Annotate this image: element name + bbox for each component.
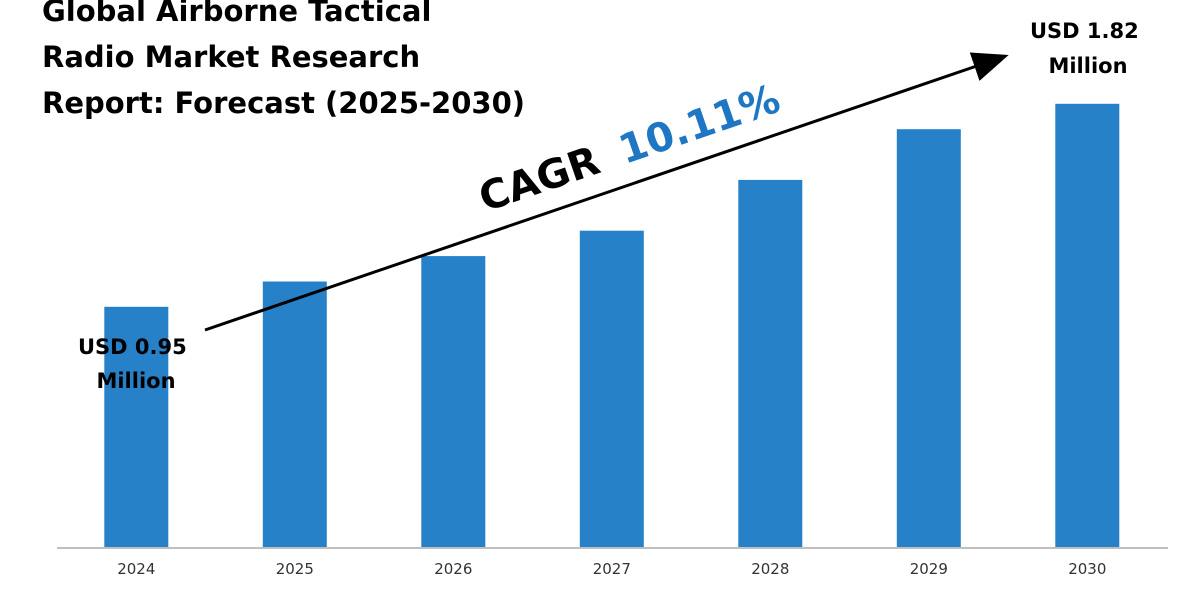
bar-2025	[262, 281, 327, 548]
bar-2029	[896, 129, 961, 548]
start-value-line-1: USD 0.95	[78, 335, 187, 359]
end-value-annotation: USD 1.82 Million	[1030, 19, 1146, 78]
bars-group	[104, 103, 1120, 549]
start-value-annotation: USD 0.95 Million	[78, 335, 194, 393]
cagr-arrow	[204, 52, 1009, 332]
x-axis-ticks: 2024 2025 2026 2027 2028 2029 2030	[117, 560, 1106, 578]
bar-2028	[738, 179, 803, 548]
x-tick-label-2026: 2026	[434, 560, 472, 578]
chart-title: Global Airborne Tactical Radio Market Re…	[42, 0, 525, 126]
x-tick-label-2027: 2027	[593, 560, 631, 578]
chart-title-line-1: Global Airborne Tactical	[42, 0, 432, 28]
chart-title-line-2: Radio Market Research	[42, 40, 421, 74]
bar-2026	[421, 256, 486, 548]
bar-2024	[104, 306, 169, 548]
start-value-line-2: Million	[96, 369, 175, 393]
cagr-value: 10.11%	[613, 76, 786, 173]
x-tick-label-2028: 2028	[751, 560, 789, 578]
x-tick-label-2025: 2025	[276, 560, 314, 578]
end-value-line-2: Million	[1048, 54, 1127, 78]
x-tick-label-2029: 2029	[910, 560, 948, 578]
end-value-line-1: USD 1.82	[1030, 19, 1139, 43]
cagr-label: CAGR	[473, 138, 605, 222]
bar-2027	[579, 230, 644, 548]
chart-title-line-3: Report: Forecast (2025-2030)	[42, 86, 526, 120]
x-tick-label-2024: 2024	[117, 560, 155, 578]
bar-2030	[1055, 103, 1120, 549]
x-tick-label-2030: 2030	[1068, 560, 1106, 578]
